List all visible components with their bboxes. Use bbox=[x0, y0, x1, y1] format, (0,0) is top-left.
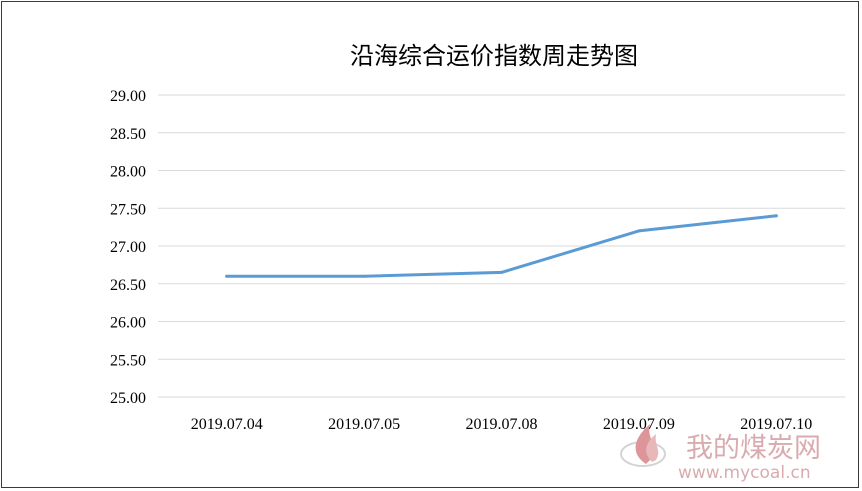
y-tick-label: 27.50 bbox=[110, 201, 146, 218]
watermark: 我的煤炭网 www.mycoal.cn bbox=[620, 424, 821, 483]
y-tick-label: 28.50 bbox=[110, 126, 146, 143]
x-tick-label: 2019.07.05 bbox=[328, 416, 400, 433]
y-tick-label: 25.50 bbox=[110, 352, 146, 369]
x-tick-label: 2019.07.09 bbox=[603, 416, 675, 433]
grid-lines bbox=[158, 94, 845, 398]
data-point bbox=[362, 274, 366, 278]
y-tick-label: 28.00 bbox=[110, 164, 146, 181]
y-axis-ticks: 25.00 25.50 26.00 26.50 27.00 27.50 28.00 28.50… bbox=[110, 88, 146, 407]
x-tick-label: 2019.07.10 bbox=[740, 416, 812, 433]
y-tick-label: 25.00 bbox=[110, 390, 146, 407]
data-point bbox=[225, 274, 229, 278]
series-group bbox=[225, 214, 778, 278]
data-point bbox=[637, 229, 641, 233]
y-tick-label: 27.00 bbox=[110, 239, 146, 256]
watermark-name: 我的煤炭网 bbox=[686, 433, 821, 464]
x-tick-label: 2019.07.04 bbox=[191, 416, 263, 433]
x-tick-label: 2019.07.08 bbox=[466, 416, 538, 433]
data-point bbox=[500, 270, 503, 274]
data-point bbox=[774, 214, 778, 218]
y-tick-label: 29.00 bbox=[110, 88, 146, 105]
y-tick-label: 26.50 bbox=[110, 277, 146, 294]
chart-title: 沿海综合运价指数周走势图 bbox=[350, 42, 638, 70]
flame-logo-icon bbox=[620, 424, 666, 467]
watermark-url: www.mycoal.cn bbox=[678, 463, 811, 483]
x-axis-ticks: 2019.07.04 2019.07.05 2019.07.08 2019.07.09… bbox=[191, 416, 813, 433]
y-tick-label: 26.00 bbox=[110, 315, 146, 332]
